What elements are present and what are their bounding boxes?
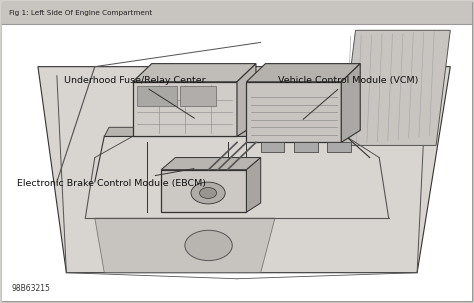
Polygon shape [237, 64, 256, 136]
Polygon shape [161, 158, 261, 170]
Polygon shape [341, 64, 360, 142]
Polygon shape [38, 67, 450, 273]
Circle shape [191, 182, 225, 204]
Bar [2, 2, 472, 24]
Circle shape [200, 188, 217, 198]
Bar [137, 86, 177, 106]
Text: 98B63215: 98B63215 [12, 284, 51, 293]
Text: Vehicle Control Module (VCM): Vehicle Control Module (VCM) [278, 76, 419, 119]
Bar [294, 142, 318, 152]
Polygon shape [95, 218, 275, 273]
Text: Underhood Fuse/Relay Center: Underhood Fuse/Relay Center [64, 76, 206, 118]
Circle shape [185, 230, 232, 261]
Polygon shape [341, 30, 450, 145]
Bar [180, 86, 216, 106]
Polygon shape [246, 64, 360, 82]
Polygon shape [246, 158, 261, 212]
Polygon shape [104, 127, 351, 136]
Text: Fig 1: Left Side Of Engine Compartment: Fig 1: Left Side Of Engine Compartment [9, 10, 152, 16]
Bar [161, 170, 246, 212]
Text: Electronic Brake Control Module (EBCM): Electronic Brake Control Module (EBCM) [17, 169, 206, 188]
Bar [246, 82, 341, 142]
Bar [327, 142, 351, 152]
Polygon shape [133, 64, 256, 82]
Bar [133, 82, 237, 136]
Bar [261, 142, 284, 152]
